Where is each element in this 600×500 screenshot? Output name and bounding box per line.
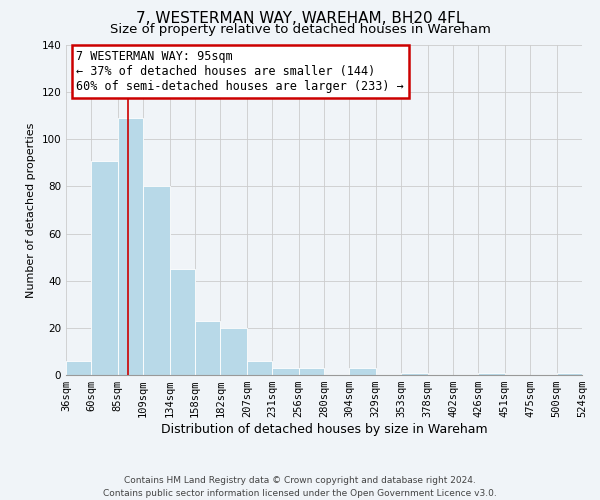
- Text: Contains HM Land Registry data © Crown copyright and database right 2024.
Contai: Contains HM Land Registry data © Crown c…: [103, 476, 497, 498]
- Text: 7 WESTERMAN WAY: 95sqm
← 37% of detached houses are smaller (144)
60% of semi-de: 7 WESTERMAN WAY: 95sqm ← 37% of detached…: [76, 50, 404, 93]
- Bar: [247, 361, 272, 375]
- Text: 7, WESTERMAN WAY, WAREHAM, BH20 4FL: 7, WESTERMAN WAY, WAREHAM, BH20 4FL: [136, 11, 464, 26]
- Y-axis label: Number of detached properties: Number of detached properties: [26, 122, 36, 298]
- Bar: [195, 321, 220, 375]
- Bar: [66, 361, 91, 375]
- Bar: [118, 118, 143, 375]
- Bar: [272, 368, 299, 375]
- Text: Size of property relative to detached houses in Wareham: Size of property relative to detached ho…: [110, 22, 490, 36]
- Bar: [170, 269, 195, 375]
- X-axis label: Distribution of detached houses by size in Wareham: Distribution of detached houses by size …: [161, 423, 487, 436]
- Bar: [91, 160, 118, 375]
- Bar: [557, 372, 582, 375]
- Bar: [143, 186, 170, 375]
- Bar: [401, 372, 428, 375]
- Bar: [220, 328, 247, 375]
- Bar: [478, 372, 505, 375]
- Bar: [299, 368, 324, 375]
- Bar: [349, 368, 376, 375]
